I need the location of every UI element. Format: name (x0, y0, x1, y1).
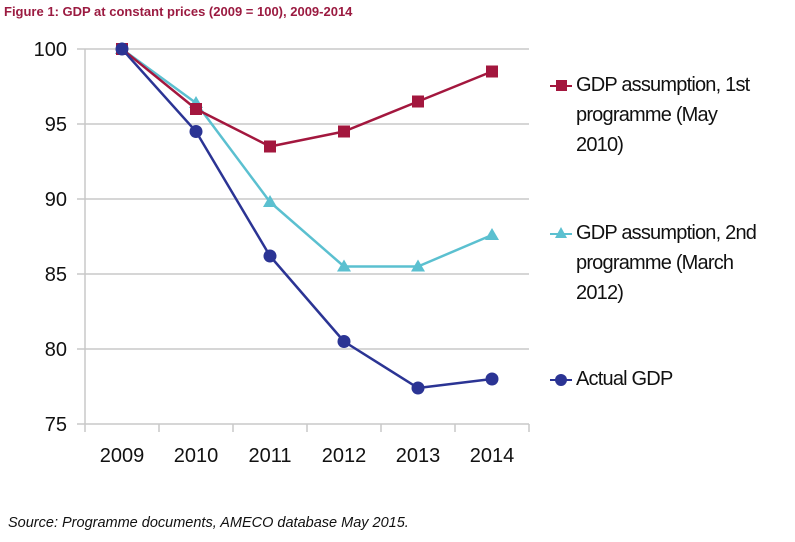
x-axis-tick-labels: 2009 2010 2011 2012 2013 2014 (100, 445, 515, 467)
data-point-square (412, 95, 424, 108)
series-triangle (115, 42, 499, 272)
x-tick-label: 2009 (100, 445, 145, 467)
legend-line: GDP assumption, 2nd (576, 222, 757, 244)
legend-item-1st-programme[interactable]: GDP assumption, 1st programme (May 2010) (548, 74, 791, 160)
data-point-square (190, 103, 202, 115)
y-axis-tick-labels: 100 95 90 85 80 75 (34, 39, 67, 436)
legend-line: GDP assumption, 1st (576, 74, 750, 96)
series-line (121, 48, 493, 390)
x-tick-label: 2012 (322, 445, 367, 467)
legend-line: 2010) (576, 134, 624, 156)
legend-item-actual-gdp[interactable]: Actual GDP (548, 368, 791, 394)
legend-line: programme (March (576, 252, 734, 274)
source-note: Source: Programme documents, AMECO datab… (8, 515, 409, 531)
y-tick-label: 90 (45, 189, 67, 211)
series-line (121, 47, 493, 268)
data-point-triangle (485, 228, 499, 240)
legend-label: Actual GDP (576, 364, 791, 394)
data-point-circle (115, 42, 129, 56)
data-point-square (264, 140, 276, 153)
gridlines (77, 48, 529, 350)
y-tick-label: 75 (45, 414, 67, 436)
data-point-circle (485, 372, 499, 386)
x-tick-label: 2011 (248, 445, 291, 467)
x-tick-label: 2014 (470, 445, 515, 467)
y-tick-label: 85 (45, 264, 67, 286)
legend-label: GDP assumption, 1st programme (May 2010) (576, 70, 791, 160)
series-square (116, 43, 498, 153)
legend-line: programme (May (576, 104, 718, 126)
data-point-triangle (337, 259, 351, 272)
data-point-square (338, 125, 350, 138)
axes (77, 49, 530, 432)
legend-line: Actual GDP (576, 368, 673, 390)
data-point-triangle (263, 195, 277, 207)
legend-label: GDP assumption, 2nd programme (March 201… (576, 218, 791, 308)
y-tick-label: 80 (45, 339, 67, 361)
series-group (115, 42, 499, 395)
figure-title: Figure 1: GDP at constant prices (2009 =… (4, 4, 353, 19)
series-circle (115, 42, 499, 395)
data-point-circle (411, 381, 425, 395)
data-point-circle (263, 249, 277, 263)
y-tick-label: 100 (34, 39, 67, 61)
triangle-marker-icon (548, 222, 576, 246)
legend-item-2nd-programme[interactable]: GDP assumption, 2nd programme (March 201… (548, 222, 791, 308)
x-tick-label: 2013 (396, 445, 441, 467)
circle-marker-icon (548, 368, 576, 392)
data-point-circle (337, 335, 351, 348)
series-line (121, 48, 493, 148)
x-tick-label: 2010 (174, 445, 219, 467)
data-point-triangle (411, 259, 425, 272)
data-point-circle (189, 125, 203, 138)
y-tick-label: 95 (45, 114, 67, 136)
legend-line: 2012) (576, 282, 624, 304)
data-point-square (486, 65, 498, 78)
square-marker-icon (548, 74, 576, 98)
